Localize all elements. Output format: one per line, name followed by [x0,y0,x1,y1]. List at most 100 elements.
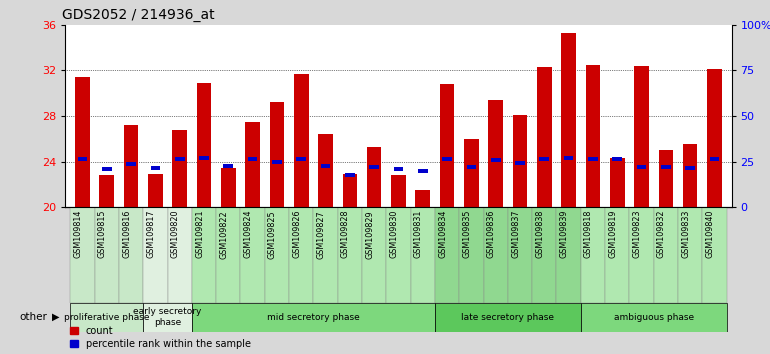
Bar [710,157,719,161]
Bar [678,207,702,303]
Bar [629,207,654,303]
Bar [175,157,185,161]
Bar [119,207,143,303]
Bar [70,207,95,303]
Text: GSM109825: GSM109825 [268,210,277,258]
Bar [435,207,459,303]
Text: GSM109827: GSM109827 [316,210,326,258]
Text: ambiguous phase: ambiguous phase [614,313,694,322]
Legend: count, percentile rank within the sample: count, percentile rank within the sample [70,326,251,349]
Text: ▶: ▶ [52,312,60,322]
Bar [540,157,549,161]
Bar [270,102,284,207]
Bar [168,207,192,303]
Bar [126,162,136,166]
Bar [265,207,289,303]
Bar [581,207,605,303]
Text: GSM109831: GSM109831 [413,210,423,258]
Bar [272,160,282,164]
Bar [508,207,532,303]
Text: GSM109840: GSM109840 [705,210,715,258]
Text: GSM109828: GSM109828 [341,210,350,258]
Text: GSM109815: GSM109815 [98,210,107,258]
Text: GSM109818: GSM109818 [584,210,593,258]
Bar [610,158,624,207]
Text: GSM109824: GSM109824 [243,210,253,258]
Text: GSM109836: GSM109836 [487,210,496,258]
Text: GSM109814: GSM109814 [73,210,82,258]
Text: GSM109835: GSM109835 [463,210,471,258]
Bar [557,207,581,303]
Bar [490,158,500,162]
Text: mid secretory phase: mid secretory phase [267,313,360,322]
Bar [99,175,114,207]
Bar [440,84,454,207]
Bar [416,190,430,207]
Bar [221,169,236,207]
Bar [561,33,576,207]
Bar [658,150,673,207]
Bar [75,77,90,207]
Bar [338,207,362,303]
Text: GSM109838: GSM109838 [535,210,544,258]
Bar [343,174,357,207]
Bar [240,207,265,303]
Bar [393,167,403,171]
Text: GSM109839: GSM109839 [560,210,568,258]
Bar [488,100,503,207]
Text: GSM109816: GSM109816 [122,210,131,258]
Bar [683,144,698,207]
Bar [78,157,87,161]
Bar [172,130,187,207]
Bar [95,207,119,303]
Bar [588,157,598,161]
Bar [581,303,727,332]
Bar [442,157,452,161]
Bar [564,156,574,160]
Bar [484,207,508,303]
Bar [654,207,678,303]
Text: GSM109822: GSM109822 [219,210,229,258]
Bar [685,166,695,170]
Bar [223,164,233,168]
Bar [370,165,379,169]
Text: GSM109832: GSM109832 [657,210,666,258]
Bar [313,207,338,303]
Text: early secretory
phase: early secretory phase [133,308,202,327]
Bar [124,125,139,207]
Bar [246,122,260,207]
Bar [367,147,381,207]
Bar [612,157,622,161]
Bar [296,157,306,161]
Text: GSM109821: GSM109821 [195,210,204,258]
Bar [435,303,581,332]
Bar [199,156,209,160]
Bar [661,165,671,169]
Text: GSM109829: GSM109829 [365,210,374,258]
Text: other: other [19,312,47,322]
Bar [196,83,211,207]
Text: GSM109830: GSM109830 [390,210,399,258]
Bar [248,157,257,161]
Bar [362,207,387,303]
Bar [532,207,557,303]
Text: GSM109834: GSM109834 [438,210,447,258]
Bar [192,303,435,332]
Text: GSM109823: GSM109823 [633,210,641,258]
Bar [637,165,647,169]
Bar [707,69,721,207]
Bar [467,165,477,169]
Bar [70,303,143,332]
Text: GSM109817: GSM109817 [146,210,156,258]
Bar [515,161,525,165]
Bar [634,66,649,207]
Bar [192,207,216,303]
Bar [391,175,406,207]
Bar [345,173,355,177]
Text: GDS2052 / 214936_at: GDS2052 / 214936_at [62,8,215,22]
Text: GSM109837: GSM109837 [511,210,520,258]
Bar [387,207,410,303]
Text: GSM109820: GSM109820 [171,210,179,258]
Bar [143,207,168,303]
Bar [318,134,333,207]
